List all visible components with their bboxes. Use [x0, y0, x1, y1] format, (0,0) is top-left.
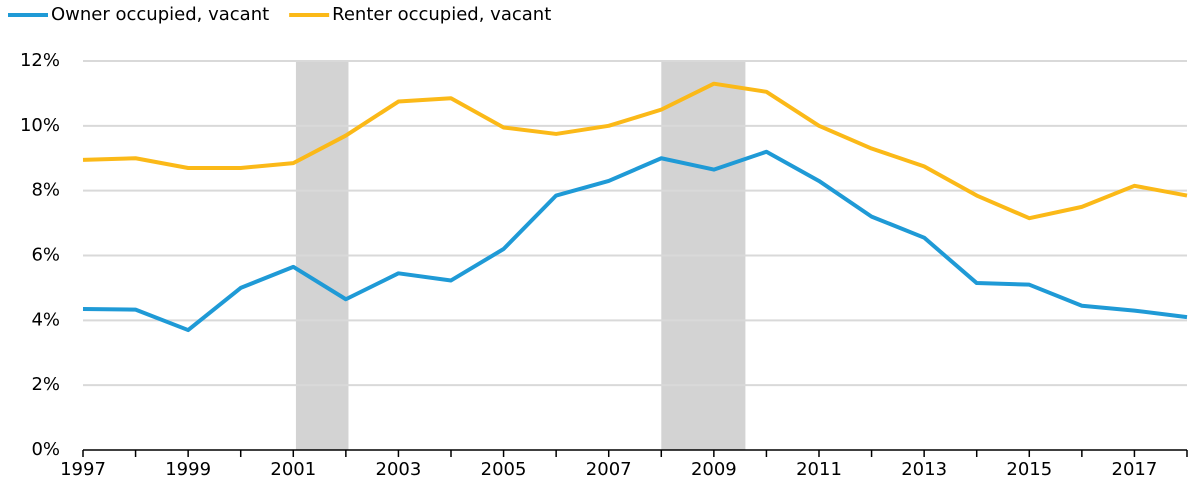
x-tick-label: 1999 — [165, 459, 211, 480]
x-tick-label: 2013 — [901, 459, 947, 480]
x-tick-label: 2007 — [586, 459, 632, 480]
x-tick-label: 2017 — [1112, 459, 1158, 480]
y-tick-label: 12% — [20, 50, 60, 71]
data-line — [82, 149, 1188, 333]
data-line — [82, 81, 1188, 221]
y-tick-label: 6% — [31, 245, 60, 266]
x-tick-label: 1997 — [60, 459, 106, 480]
y-tick-label: 10% — [20, 115, 60, 136]
y-tick-label: 0% — [31, 439, 60, 460]
x-tick-label: 2011 — [796, 459, 842, 480]
y-tick-label: 2% — [31, 374, 60, 395]
y-tick-label: 4% — [31, 309, 60, 330]
x-tick-label: 2005 — [481, 459, 527, 480]
x-tick-label: 2009 — [691, 459, 737, 480]
legend-label: Owner occupied, vacant — [51, 4, 269, 25]
x-tick-label: 2001 — [270, 459, 316, 480]
x-tick-label: 2003 — [376, 459, 422, 480]
y-tick-label: 8% — [31, 180, 60, 201]
legend-label: Renter occupied, vacant — [332, 4, 551, 25]
x-tick-label: 2015 — [1006, 459, 1052, 480]
